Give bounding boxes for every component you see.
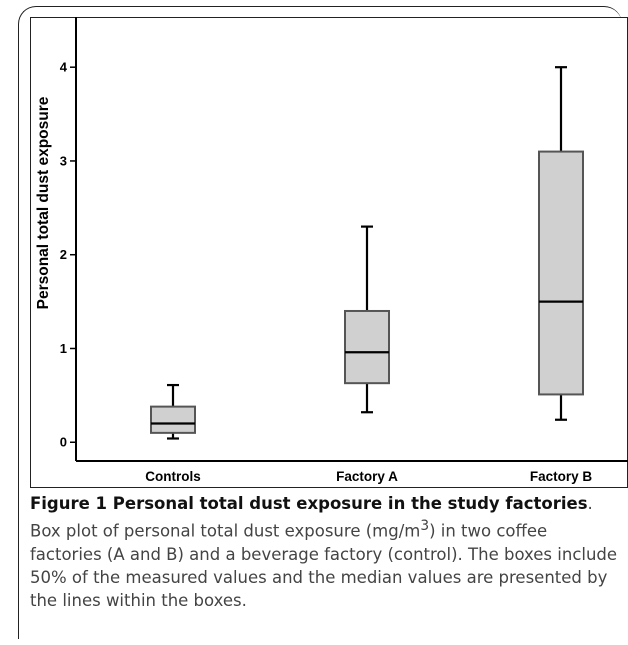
box-controls	[150, 405, 196, 434]
x-tick-label-factory-b: Factory B	[530, 469, 593, 484]
chart-border	[30, 17, 628, 488]
caption-text-part1: . Box plot of personal total dust exposu…	[30, 494, 593, 541]
x-tick-label-factory-a: Factory A	[336, 469, 398, 484]
box-plot-chart: 0 1 2 3 4 Personal total dust exposure Control…	[35, 17, 628, 484]
x-tick-label-controls: Controls	[145, 469, 201, 484]
caption-superscript: 3	[420, 518, 430, 534]
box-factory-b	[538, 150, 584, 396]
y-tick-label-0: 0	[60, 435, 67, 450]
y-tick-label-1: 1	[60, 341, 67, 356]
y-tick-label-4: 4	[60, 60, 68, 75]
figure-caption: Figure 1 Personal total dust exposure in…	[30, 492, 622, 612]
figure-frame	[18, 6, 622, 639]
caption-text-part2: ) in two coffee factories (A and B) and …	[30, 521, 618, 610]
caption-title: Figure 1 Personal total dust exposure in…	[30, 494, 588, 513]
box-factory-a	[344, 309, 390, 385]
y-tick-label-2: 2	[60, 247, 67, 262]
y-tick-label-3: 3	[60, 153, 67, 168]
y-axis-title: Personal total dust exposure	[35, 96, 52, 309]
